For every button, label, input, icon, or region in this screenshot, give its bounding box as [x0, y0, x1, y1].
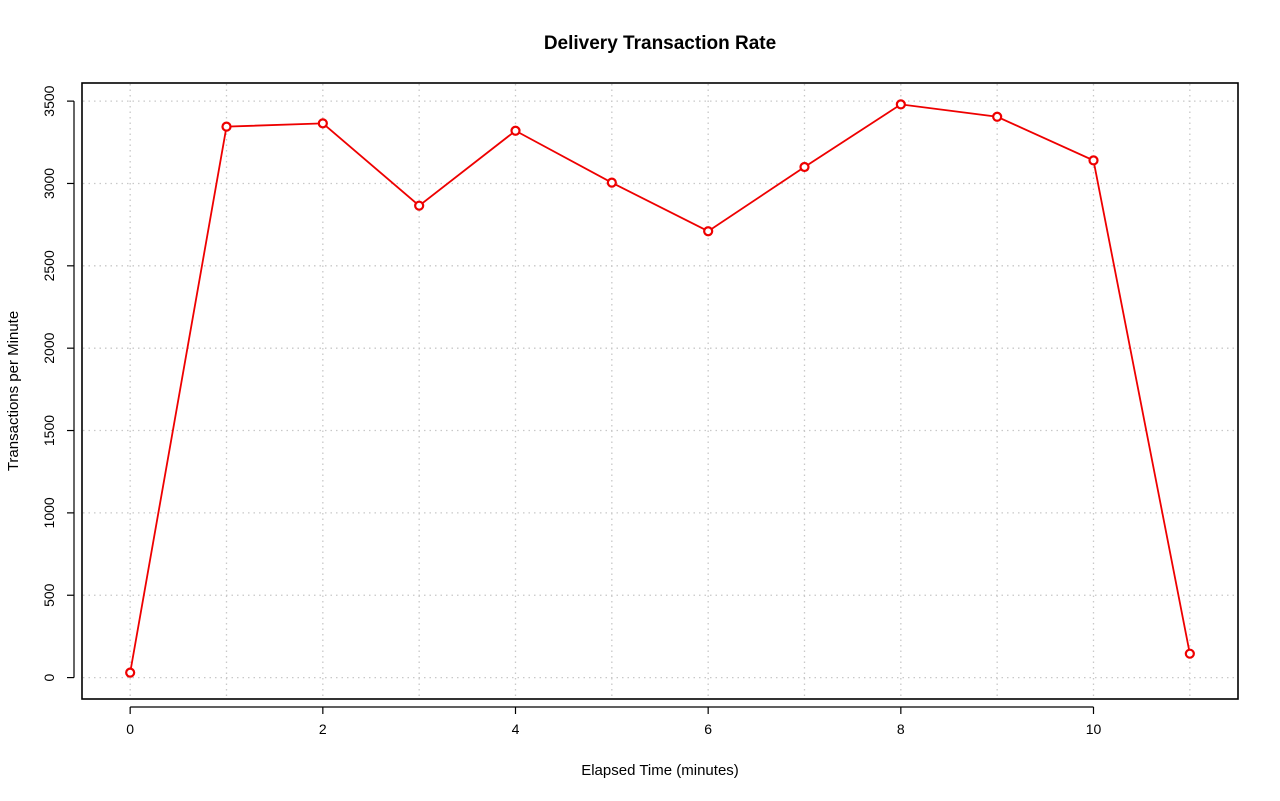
y-axis: 0 500 1000 1500 2000 2500 3000 3500: [41, 85, 75, 681]
plot-area-border: [81, 82, 1239, 700]
data-point: [703, 226, 714, 237]
y-tick-label: 1000: [41, 497, 57, 528]
data-point: [606, 177, 617, 188]
data-point: [895, 99, 906, 110]
y-tick-label: 2500: [41, 250, 57, 281]
y-tick-label: 0: [41, 673, 57, 681]
data-point: [317, 118, 328, 129]
data-point: [125, 667, 136, 678]
y-tick-label: 3000: [41, 168, 57, 199]
data-point: [510, 125, 521, 136]
data-point: [221, 121, 232, 132]
data-point: [799, 161, 810, 173]
data-point: [1184, 648, 1195, 659]
y-tick-label: 3500: [41, 85, 57, 116]
data-point: [414, 200, 425, 211]
x-tick-label: 0: [126, 721, 134, 737]
x-axis-label: Elapsed Time (minutes): [581, 762, 739, 779]
data-point: [1088, 155, 1099, 166]
x-tick-label: 6: [704, 721, 712, 737]
x-tick-label: 10: [1086, 721, 1102, 737]
chart-title: Delivery Transaction Rate: [544, 33, 776, 54]
x-axis: 0 2 4 6 8 10: [126, 706, 1102, 737]
y-tick-label: 2000: [41, 332, 57, 363]
x-tick-label: 4: [512, 721, 520, 737]
x-tick-label: 8: [897, 721, 905, 737]
grid-lines: [83, 84, 1237, 698]
y-tick-label: 1500: [41, 415, 57, 446]
data-series: [125, 99, 1195, 678]
x-tick-label: 2: [319, 721, 327, 737]
y-tick-label: 500: [41, 583, 57, 607]
y-axis-label: Transactions per Minute: [5, 311, 22, 471]
data-point: [992, 111, 1003, 122]
series-line: [129, 103, 1191, 673]
